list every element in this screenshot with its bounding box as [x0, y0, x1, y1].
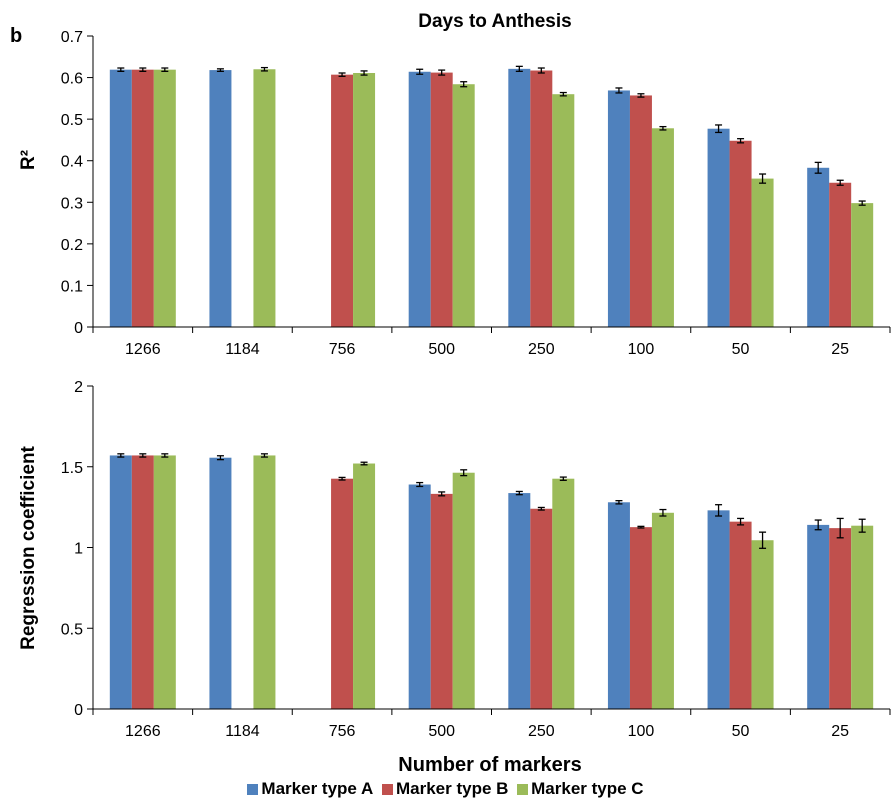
bar [729, 140, 752, 327]
y-axis-ticks: 0 0.1 0.2 0.3 0.4 0.5 0.6 0.7 [61, 29, 94, 337]
y-axis-label-r2: R² [18, 150, 39, 170]
bars [109, 453, 874, 709]
legend-label: Marker type A [261, 779, 374, 798]
x-tick-label: 1184 [225, 341, 260, 358]
bar [552, 478, 575, 709]
x-tick-label: 756 [329, 341, 356, 358]
x-tick-label: 50 [732, 723, 750, 740]
bar [707, 128, 730, 327]
x-axis-label: Number of markers [398, 754, 581, 776]
bar [430, 72, 453, 327]
y-axis-ticks: 0 0.5 1 1.5 2 [61, 379, 94, 719]
x-axis: 1266 1184 756 500 250 100 50 25 [92, 326, 891, 358]
bar [851, 525, 874, 709]
y-tick-label: 0.6 [61, 71, 83, 88]
y-tick-label: 0.5 [61, 112, 83, 129]
legend-label: Marker type C [531, 779, 644, 798]
legend-swatch [381, 784, 393, 795]
y-tick-label: 0.1 [61, 278, 83, 295]
bars [109, 65, 874, 328]
bar [408, 71, 431, 327]
bar [651, 128, 674, 327]
bar [629, 527, 652, 709]
y-tick-label: 0.3 [61, 195, 83, 212]
chart-regression: Regression coefficient 0 0.5 1 1.5 2 1266 118… [18, 379, 891, 776]
bar [253, 455, 276, 709]
bar [530, 508, 553, 709]
x-tick-label: 1266 [125, 723, 161, 740]
y-tick-label: 1 [74, 541, 83, 558]
legend-item-b: Marker type B [381, 779, 509, 799]
bar [209, 70, 232, 328]
bar [153, 69, 176, 328]
x-tick-label: 500 [428, 341, 455, 358]
bar [452, 472, 475, 709]
x-tick-label: 1266 [125, 341, 161, 358]
y-axis-label-regression: Regression coefficient [18, 445, 39, 649]
x-tick-label: 50 [732, 341, 750, 358]
bar [751, 178, 774, 327]
bar [651, 512, 674, 709]
bar [353, 72, 376, 328]
y-tick-label: 2 [74, 379, 83, 396]
chart-title: Days to Anthesis [418, 11, 571, 32]
x-tick-label: 25 [831, 341, 849, 358]
bar [109, 455, 132, 709]
bar [331, 478, 354, 709]
y-tick-label: 1.5 [61, 460, 83, 477]
legend-item-c: Marker type C [517, 779, 644, 799]
legend: Marker type A Marker type B Marker type … [0, 779, 891, 799]
panel-label: b [10, 25, 22, 47]
bar [552, 94, 575, 327]
x-tick-label: 100 [628, 723, 655, 740]
bar [829, 528, 852, 709]
bar [829, 182, 852, 327]
bar [607, 90, 630, 327]
bar [508, 493, 531, 709]
bar [751, 540, 774, 709]
bar [253, 69, 276, 327]
bar [729, 521, 752, 709]
bar [109, 69, 132, 328]
x-tick-label: 1184 [225, 723, 260, 740]
bar [629, 95, 652, 327]
y-tick-label: 0.2 [61, 237, 83, 254]
x-tick-label: 250 [528, 723, 555, 740]
bar [209, 457, 232, 709]
bar [408, 484, 431, 709]
legend-swatch [517, 784, 529, 795]
bar [530, 70, 553, 328]
bar [607, 502, 630, 709]
y-tick-label: 0.5 [61, 621, 83, 638]
y-tick-label: 0 [74, 320, 83, 337]
bar [807, 524, 830, 709]
bar [131, 69, 154, 328]
bar [131, 455, 154, 709]
legend-label: Marker type B [395, 779, 509, 798]
bar [508, 68, 531, 327]
bar [707, 510, 730, 709]
y-tick-label: 0.7 [61, 29, 83, 46]
legend-item-a: Marker type A [247, 779, 373, 799]
x-tick-label: 500 [428, 723, 455, 740]
x-tick-label: 25 [831, 723, 849, 740]
x-tick-label: 756 [329, 723, 356, 740]
y-tick-label: 0 [74, 702, 83, 719]
bar [452, 84, 475, 327]
chart-r2: Days to Anthesis R² 00.10.20.30.40.50.60… [18, 11, 891, 358]
bar [807, 167, 830, 327]
y-tick-label: 0.4 [61, 154, 83, 171]
bar [153, 455, 176, 709]
bar [353, 463, 376, 709]
x-tick-label: 100 [628, 341, 655, 358]
legend-swatch [247, 784, 259, 795]
bar [331, 74, 354, 327]
bar [851, 203, 874, 327]
bar [430, 493, 453, 709]
x-tick-label: 250 [528, 341, 555, 358]
x-axis: 1266 1184 756 500 250 100 50 25 [92, 708, 891, 740]
